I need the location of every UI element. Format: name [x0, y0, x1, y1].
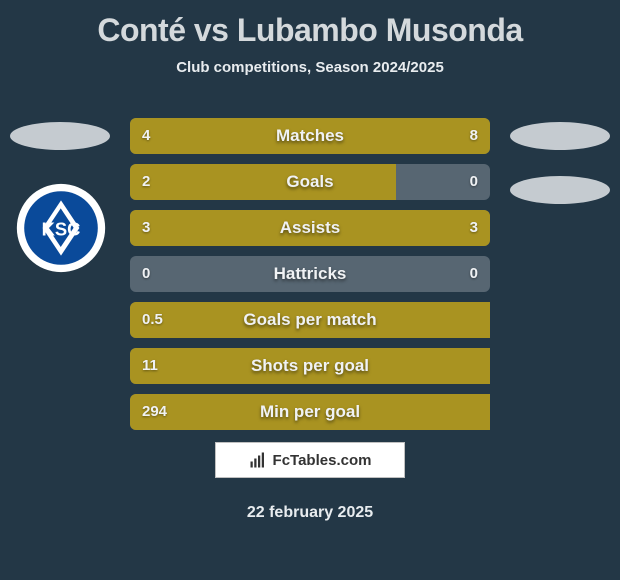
- stat-row: Goals per match0.5: [130, 302, 490, 338]
- stat-value-left: 0: [142, 256, 150, 292]
- stat-value-left: 2: [142, 164, 150, 200]
- stat-label: Assists: [130, 210, 490, 246]
- stat-value-right: 0: [470, 164, 478, 200]
- stat-row: Hattricks0 0: [130, 256, 490, 292]
- stat-label: Hattricks: [130, 256, 490, 292]
- stat-value-right: 8: [470, 118, 478, 154]
- stat-row: Shots per goal11: [130, 348, 490, 384]
- stat-row: Min per goal294: [130, 394, 490, 430]
- player-right-silhouette-1: [510, 122, 610, 150]
- snapshot-date: 22 february 2025: [0, 504, 620, 522]
- stat-value-left: 0.5: [142, 302, 163, 338]
- stat-value-left: 4: [142, 118, 150, 154]
- svg-text:KSC: KSC: [42, 218, 81, 239]
- stat-value-right: 3: [470, 210, 478, 246]
- attribution-badge[interactable]: FcTables.com: [215, 442, 405, 478]
- stat-row: Goals2 0: [130, 164, 490, 200]
- chart-icon: [249, 451, 267, 469]
- comparison-subtitle: Club competitions, Season 2024/2025: [0, 59, 620, 76]
- stat-label: Min per goal: [130, 394, 490, 430]
- stat-value-left: 294: [142, 394, 167, 430]
- stat-row: Assists3 3: [130, 210, 490, 246]
- stat-value-left: 11: [142, 348, 158, 384]
- stat-value-left: 3: [142, 210, 150, 246]
- stat-label: Goals: [130, 164, 490, 200]
- stat-value-right: 0: [470, 256, 478, 292]
- club-badge-icon: KSC: [15, 182, 107, 274]
- comparison-title: Conté vs Lubambo Musonda: [0, 0, 620, 49]
- stat-label: Goals per match: [130, 302, 490, 338]
- stats-bars: Matches48Goals20Assists33Hattricks00Goal…: [130, 118, 490, 440]
- stat-row: Matches4 8: [130, 118, 490, 154]
- player-right-silhouette-2: [510, 176, 610, 204]
- stat-label: Matches: [130, 118, 490, 154]
- player-left-silhouette: [10, 122, 110, 150]
- attribution-text: FcTables.com: [273, 452, 372, 469]
- stat-label: Shots per goal: [130, 348, 490, 384]
